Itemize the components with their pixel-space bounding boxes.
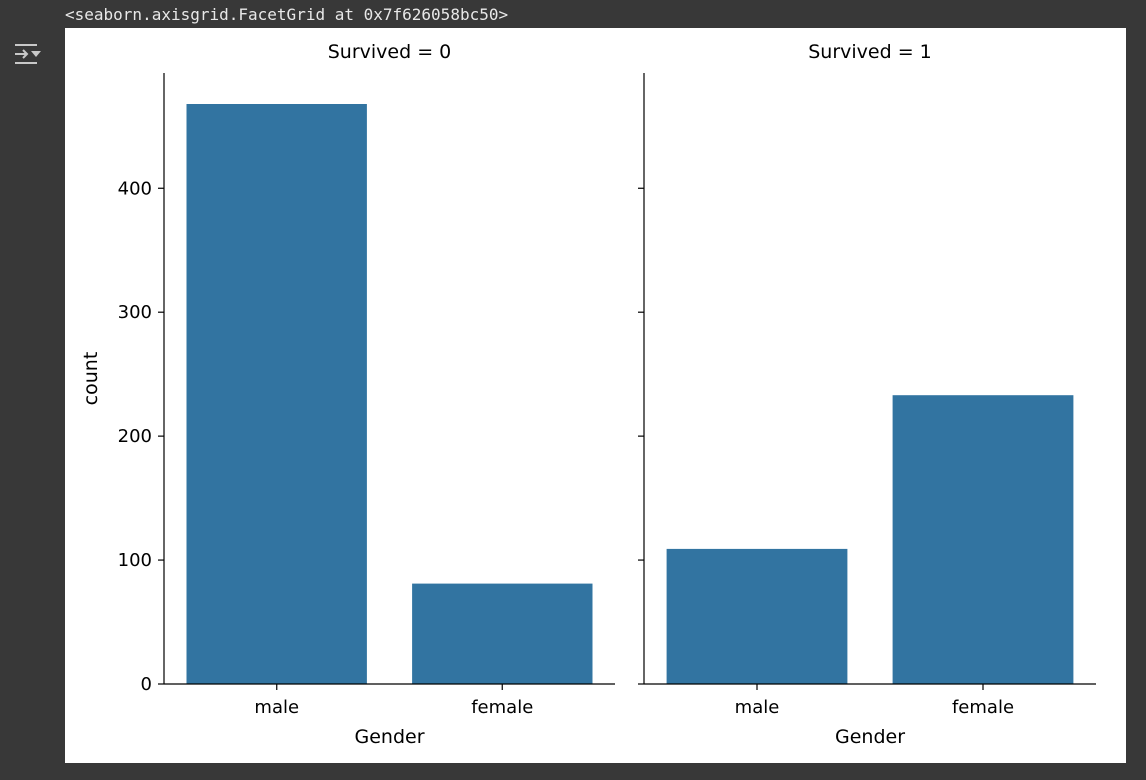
y-tick-label: 100: [118, 550, 152, 571]
y-tick-label: 300: [118, 302, 152, 323]
y-axis-label: count: [80, 352, 102, 406]
facet-title: Survived = 1: [808, 41, 932, 63]
output-collapse-icon: [15, 44, 41, 64]
output-repr-text: <seaborn.axisgrid.FacetGrid at 0x7f62605…: [65, 5, 509, 24]
facet-grid-chart: Survived = 0 0 100 200 300 400 male female Gende…: [80, 41, 1096, 748]
bar-male: [186, 104, 367, 684]
x-axis-label: Gender: [835, 726, 905, 748]
bar-female: [412, 583, 593, 684]
facet-title: Survived = 0: [328, 41, 452, 63]
x-tick-label: female: [471, 697, 533, 718]
bar-female: [892, 395, 1074, 684]
y-tick-label: 200: [118, 426, 152, 447]
x-tick-label: male: [254, 697, 299, 718]
x-tick-label: female: [952, 697, 1014, 718]
x-tick-label: male: [735, 697, 780, 718]
facet-grid-figure: Survived = 0 0 100 200 300 400 male female Gende…: [65, 28, 1126, 763]
bar-male: [666, 548, 848, 684]
y-tick-label: 0: [141, 674, 152, 695]
x-axis-label: Gender: [354, 726, 424, 748]
y-tick-label: 400: [118, 178, 152, 199]
output-collapse-button[interactable]: [8, 38, 46, 70]
